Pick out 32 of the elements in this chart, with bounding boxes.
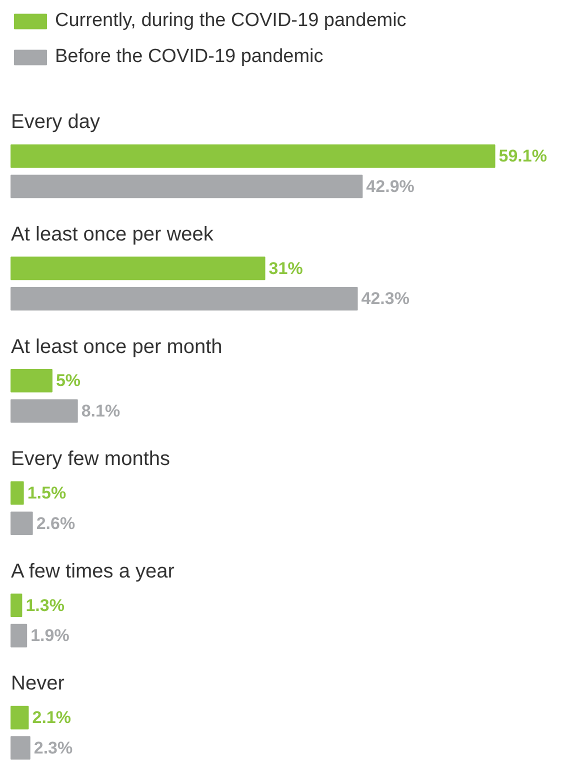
data-label: 5%: [56, 371, 81, 390]
data-label: 31%: [268, 258, 303, 278]
data-label: 1.5%: [27, 484, 66, 502]
bar: [10, 174, 363, 198]
data-label: 8.1%: [81, 402, 120, 421]
bar: [10, 624, 28, 648]
data-label: 2.3%: [34, 738, 73, 758]
y-tick-label: A few times a year: [11, 560, 175, 582]
data-label: 2.6%: [36, 514, 76, 533]
bar: [10, 706, 29, 730]
y-tick-label: Every few months: [11, 448, 170, 470]
legend-label: Currently, during the COVID-19 pandemic: [55, 10, 406, 32]
bar: [10, 286, 358, 310]
bar: [10, 512, 33, 536]
bar: [10, 368, 52, 392]
bar: [10, 144, 496, 168]
bar: [10, 594, 22, 618]
y-tick-label: Never: [11, 672, 65, 695]
legend-label: Before the COVID-19 pandemic: [55, 46, 324, 68]
y-tick-label: Every day: [11, 111, 100, 134]
bar: [10, 256, 266, 280]
bar: [10, 736, 30, 760]
data-label: 42.9%: [366, 176, 414, 196]
data-label: 42.3%: [361, 289, 410, 308]
bar: [10, 399, 78, 423]
data-label: 2.1%: [32, 708, 71, 728]
bar: [10, 481, 24, 505]
data-label: 1.9%: [30, 626, 70, 646]
data-label: 1.3%: [26, 596, 64, 615]
y-tick-label: At least once per month: [11, 336, 222, 358]
data-label: 59.1%: [498, 146, 547, 166]
y-tick-label: At least once per week: [11, 223, 214, 246]
